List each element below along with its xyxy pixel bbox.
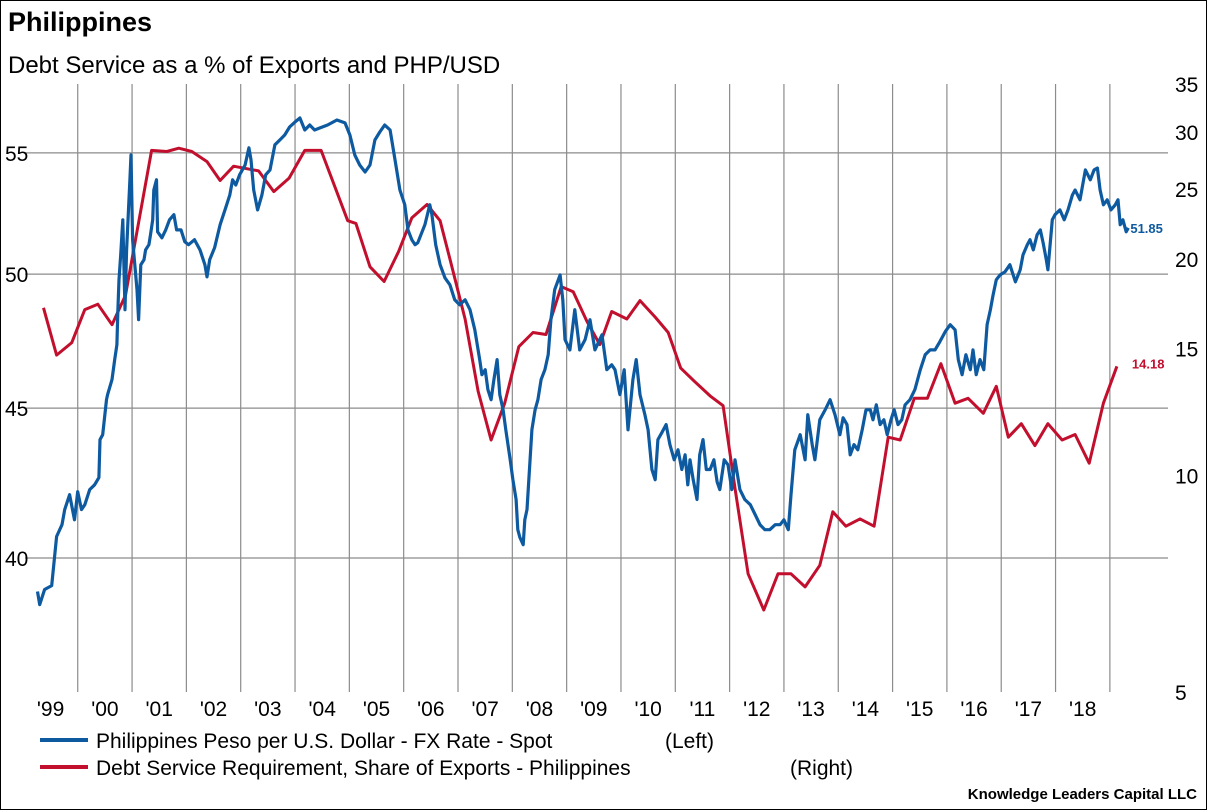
debt-service-line — [42, 146, 1119, 612]
x-tick-label: '04 — [309, 698, 337, 721]
x-tick-label: '13 — [797, 698, 824, 721]
x-tick-label: '15 — [906, 698, 933, 721]
legend-axis-note-left: (Left) — [665, 730, 714, 753]
right-tick-label: 35 — [1175, 74, 1198, 97]
legend-label-debt: Debt Service Requirement, Share of Expor… — [96, 757, 631, 780]
right-tick-label: 25 — [1175, 179, 1198, 202]
x-tick-label: '06 — [417, 698, 444, 721]
x-tick-label: '17 — [1015, 698, 1042, 721]
x-tick-label: '00 — [91, 698, 118, 721]
left-tick-label: 45 — [5, 398, 28, 421]
x-tick-label: '03 — [254, 698, 281, 721]
x-tick-label: '12 — [743, 698, 770, 721]
debt-last-value-label: 14.18 — [1132, 356, 1165, 371]
x-tick-label: '09 — [580, 698, 607, 721]
x-tick-label: '11 — [690, 698, 716, 721]
left-tick-label: 50 — [5, 264, 28, 287]
legend-label-fx: Philippines Peso per U.S. Dollar - FX Ra… — [96, 730, 553, 753]
right-tick-label: 5 — [1175, 682, 1187, 705]
legend: Philippines Peso per U.S. Dollar - FX Ra… — [40, 730, 853, 780]
fx-last-value-label: 51.85 — [1130, 221, 1163, 236]
chart-title: Philippines — [8, 7, 152, 37]
gridlines — [25, 84, 1168, 692]
x-tick-label: '05 — [363, 698, 390, 721]
x-tick-label: '01 — [146, 698, 173, 721]
series-lines: 14.18 51.85 — [35, 116, 1165, 612]
x-tick-label: '18 — [1069, 698, 1096, 721]
x-tick-label: '07 — [471, 698, 498, 721]
right-tick-label: 15 — [1175, 339, 1198, 362]
right-tick-label: 10 — [1175, 465, 1198, 488]
credit: Knowledge Leaders Capital LLC — [968, 786, 1197, 803]
left-tick-label: 40 — [5, 548, 28, 571]
x-tick-label: '14 — [852, 698, 880, 721]
axis-ticks: 55 50 45 40 35 30 25 20 15 10 5 '99 '00 '01 '02 '03 '04 '… — [5, 74, 1198, 721]
x-tick-label: '99 — [37, 698, 64, 721]
x-tick-label: '16 — [960, 698, 987, 721]
left-tick-label: 55 — [5, 143, 28, 166]
chart-subtitle: Debt Service as a % of Exports and PHP/U… — [8, 52, 500, 79]
x-tick-label: '02 — [200, 698, 227, 721]
fx-rate-line — [35, 116, 1130, 607]
right-tick-label: 20 — [1175, 249, 1198, 272]
legend-axis-note-right: (Right) — [790, 757, 853, 780]
right-tick-label: 30 — [1175, 122, 1198, 145]
x-tick-label: '10 — [634, 698, 661, 721]
x-tick-label: '08 — [526, 698, 553, 721]
